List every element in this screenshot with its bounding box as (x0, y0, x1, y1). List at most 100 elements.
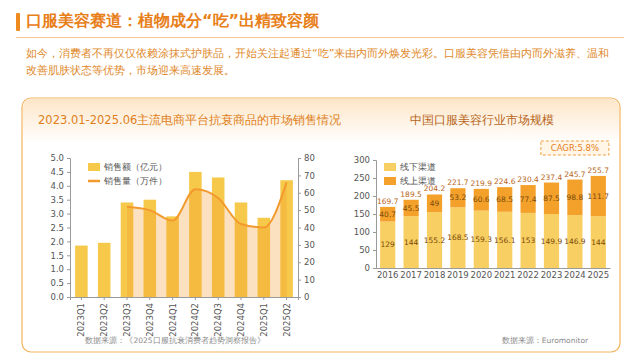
tick-label: 2019 (447, 270, 469, 280)
tick: 2017 (400, 268, 422, 280)
tick: 2020 (470, 268, 492, 280)
tick-label: 2024Q2 (190, 303, 200, 337)
tick: 300 (354, 155, 376, 165)
y-axis-line (67, 159, 71, 298)
tick-mark (67, 200, 70, 201)
tick-mark (298, 175, 301, 176)
legend-swatch (384, 163, 396, 171)
tick-label: 4.0 (50, 181, 64, 191)
tick-label: 2023Q1 (76, 303, 86, 337)
bar (497, 187, 512, 212)
total-label: 221.7 (447, 178, 469, 187)
tick-mark (298, 228, 301, 229)
tick-label: 3.5 (50, 195, 64, 205)
annotation: CAGR:5.8% (541, 141, 609, 155)
tick-mark (286, 297, 287, 300)
legend: 线下渠道线上渠道 (384, 162, 436, 186)
plot-area (75, 172, 293, 297)
data-label: 159.3 (471, 235, 493, 244)
data-label: 153 (521, 236, 536, 245)
bar (75, 246, 88, 297)
tick: 2023 (541, 268, 563, 280)
tick-mark (298, 193, 301, 194)
tick-label: 2023Q3 (122, 303, 132, 337)
data-labels: 129144155.2168.5159.3156.1153149.9146.91… (377, 166, 609, 249)
tick-label: 2.0 (50, 237, 64, 247)
tick-mark (67, 297, 70, 298)
tick-label: 1.0 (50, 264, 64, 274)
tick-label: 2016 (377, 270, 399, 280)
data-label: 49 (430, 199, 440, 208)
tick-mark (373, 178, 376, 179)
tick: 2023Q4 (145, 297, 155, 337)
tick: 50 (298, 205, 315, 215)
tick: 30 (298, 240, 315, 250)
bar (520, 185, 535, 213)
tick: 80 (298, 153, 315, 163)
annotation-box (541, 141, 609, 155)
total-label: 230.4 (517, 175, 539, 184)
tick-label: 3.0 (50, 209, 64, 219)
bar (474, 189, 489, 211)
legend-swatch (88, 163, 100, 171)
data-label: 40.7 (379, 210, 396, 219)
tick-mark (241, 297, 242, 300)
data-label: 156.1 (494, 236, 516, 245)
tick-label: 20 (304, 257, 315, 267)
tick-label: 100 (354, 227, 370, 237)
tick-label: 2025 (587, 270, 609, 280)
chart-title: 中国口服美容行业市场规模 (410, 113, 554, 127)
tick: 40 (298, 223, 315, 233)
tick-mark (298, 262, 301, 263)
tick: 10 (298, 275, 315, 285)
tick-mark (67, 283, 70, 284)
tick: 2022 (517, 268, 539, 280)
data-label: 168.5 (447, 233, 469, 242)
bar (403, 200, 418, 216)
tick: 2024 (564, 268, 586, 280)
tick-label: 2024Q1 (168, 303, 178, 337)
tick: 0.0 (50, 292, 70, 302)
tick-label: 2023Q4 (145, 303, 155, 337)
tick-label: 10 (304, 275, 315, 285)
tick: 2019 (447, 268, 469, 280)
tick: 0 (298, 292, 309, 302)
tick-mark (67, 214, 70, 215)
tick-label: 150 (354, 209, 370, 219)
legend-label: 线下渠道 (400, 162, 436, 172)
chart-title: 2023.01-2025.06主流电商平台抗衰商品的市场销售情况 (38, 113, 341, 127)
tick-mark (195, 297, 196, 300)
source: 数据来源：Euromonitor (502, 336, 589, 345)
source: 数据来源：《2025口服抗衰消费者趋势洞察报告》 (85, 336, 264, 345)
tick-mark (67, 269, 70, 270)
legend-item: 销售量（万件） (88, 176, 167, 186)
x-axis: 2016201720182019202020212022202320242025 (377, 268, 611, 280)
tick-label: 0.5 (50, 278, 64, 288)
legend-item: 线上渠道 (384, 176, 436, 186)
tick-mark (298, 158, 301, 159)
tick-mark (298, 297, 301, 298)
bar (567, 180, 582, 216)
bar (380, 222, 395, 268)
tick: 2.5 (50, 223, 70, 233)
data-label: 53.2 (450, 193, 467, 202)
tick-mark (298, 210, 301, 211)
x-axis: 2023Q12023Q22023Q32023Q42024Q12024Q22024… (71, 297, 299, 337)
y2-axis: 01020304050607080 (298, 153, 315, 302)
bar (450, 188, 465, 207)
tick: 3.5 (50, 195, 70, 205)
y-axis: 050100150200250300 (354, 155, 377, 273)
tick-mark (67, 186, 70, 187)
panel-header (23, 99, 619, 143)
annotation-text: CAGR:5.8% (551, 143, 599, 153)
legend-label: 销售额（亿元） (103, 162, 167, 172)
tick: 2024Q4 (236, 297, 246, 337)
data-label: 68.5 (496, 195, 513, 204)
tick-label: 50 (304, 205, 315, 215)
tick: 0.5 (50, 278, 70, 288)
tick: 150 (354, 209, 376, 219)
bar (403, 216, 418, 268)
legend-label: 销售量（万件） (103, 176, 167, 186)
tick: 2016 (377, 268, 399, 280)
legend-item: 销售额（亿元） (88, 162, 167, 172)
